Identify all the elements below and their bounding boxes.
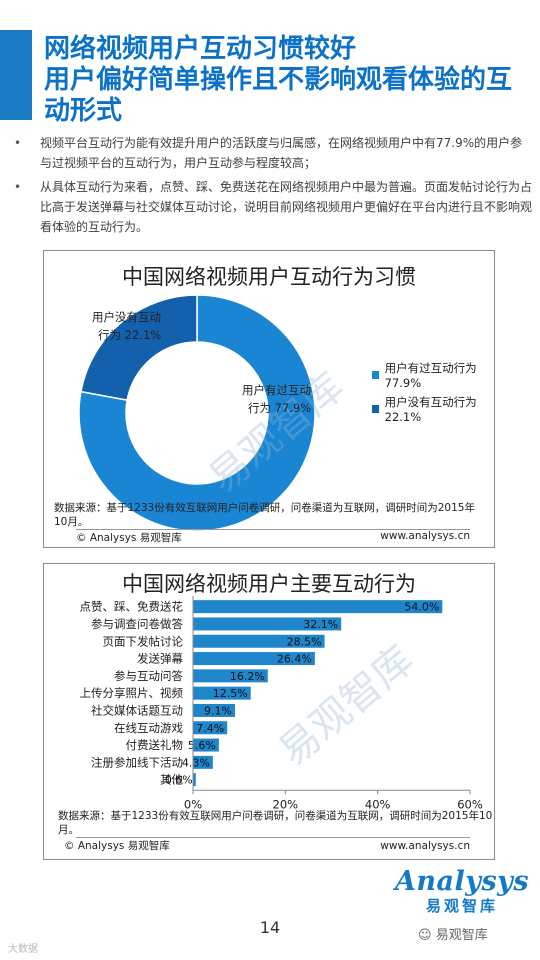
title-line-1: 网络视频用户互动习惯较好 (44, 34, 357, 64)
bar-7 (193, 721, 228, 735)
bar-3 (193, 652, 315, 666)
bar-chart-title: 中国网络视频用户主要互动行为 (122, 572, 416, 596)
bullet-list: • 视频平台互动行为能有效提升用户的活跃度与归属感，在网络视频用户中有77.9%… (10, 133, 532, 241)
bar-5 (193, 686, 251, 700)
title-section: 网络视频用户互动习惯较好 用户偏好简单操作且不影响观看体验的互动形式 (0, 0, 540, 130)
logo-english: Analysys (394, 866, 530, 897)
donut-source-note: 数据来源：基于1233份有效互联网用户问卷调研，问卷渠道为互联网，调研时间为20… (54, 502, 475, 528)
x-tick-label: 0% (184, 797, 202, 811)
bar-category-label: 其他 (160, 773, 183, 787)
legend-item: 用户没有互动行为 22.1% (372, 395, 494, 424)
donut-chart-title: 中国网络视频用户互动行为习惯 (122, 265, 416, 289)
bar-category-label: 参与互动问答 (114, 669, 183, 683)
footer-divider (76, 837, 470, 838)
bar-value-label: 28.5% (287, 635, 322, 648)
bar-value-label: 26.4% (277, 653, 312, 666)
slice-label-no-interaction: 用户没有互动 行为 22.1% (92, 310, 162, 342)
bar-4 (193, 669, 268, 683)
title-accent-bar (0, 30, 32, 120)
bar-value-label: 54.0% (404, 601, 439, 614)
wechat-icon: ☺ (418, 928, 432, 943)
legend-swatch-icon (372, 371, 379, 379)
bar-0 (193, 600, 443, 614)
footer-divider (76, 529, 470, 530)
bar-category-label: 发送弹幕 (137, 652, 183, 666)
bar-value-label: 5.6% (188, 739, 216, 752)
wechat-watermark: ☺ 易观智库 (418, 928, 488, 943)
bar-value-label: 9.1% (204, 704, 232, 717)
slice-label-interaction: 用户有过互动 行为 77.9% (242, 383, 312, 415)
bar-category-label: 在线互动游戏 (114, 721, 183, 735)
analysys-logo: Analysys 易观智库 (392, 866, 532, 916)
corner-watermark: 大数据 (8, 944, 38, 955)
bar-value-label: 4.3% (182, 756, 210, 769)
donut-website: www.analysys.cn (380, 530, 470, 542)
page-title: 网络视频用户互动习惯较好 用户偏好简单操作且不影响观看体验的互动形式 (44, 34, 534, 127)
bar-category-label: 参与调查问卷做答 (91, 617, 183, 631)
donut-copyright: © Analysys 易观智库 (76, 532, 182, 544)
bar-value-label: 7.4% (196, 722, 224, 735)
logo-chinese: 易观智库 (425, 897, 498, 915)
donut-chart-panel: 中国网络视频用户互动行为习惯 易观智库 用户没有互动 行为 22.1% 用户有过… (43, 250, 495, 548)
bar-category-label: 社交媒体话题互动 (91, 703, 183, 717)
bar-8 (193, 738, 219, 752)
bar-10 (193, 773, 196, 787)
title-line-2: 用户偏好简单操作且不影响观看体验的互动形式 (44, 65, 513, 126)
legend-item: 用户有过互动行为 77.9% (372, 361, 494, 390)
donut-slice-1 (80, 294, 198, 402)
bullet-dot-icon: • (14, 180, 22, 194)
page-number: 14 (259, 918, 281, 937)
bullet-item: • 视频平台互动行为能有效提升用户的活跃度与归属感，在网络视频用户中有77.9%… (10, 133, 532, 173)
bullet-text: 从具体互动行为来看，点赞、踩、免费送花在网络视频用户中最为普遍。页面发帖讨论行为… (40, 180, 533, 234)
bar-6 (193, 703, 236, 717)
donut-legend: 用户有过互动行为 77.9% 用户没有互动行为 22.1% (372, 361, 494, 435)
bar-1 (193, 617, 342, 631)
bar-website: www.analysys.cn (380, 840, 470, 852)
legend-swatch-icon (372, 405, 379, 413)
bar-2 (193, 634, 325, 648)
bar-value-label: 0.6% (165, 774, 193, 787)
x-tick-label: 60% (457, 797, 483, 811)
bar-copyright: © Analysys 易观智库 (64, 840, 170, 852)
bar-value-label: 12.5% (213, 687, 248, 700)
donut-slice-0 (78, 294, 316, 532)
bar-source-note: 数据来源：基于1233份有效互联网用户问卷调研，问卷渠道为互联网，调研时间为20… (58, 810, 493, 836)
bullet-dot-icon: • (14, 136, 22, 150)
bar-value-label: 32.1% (303, 618, 338, 631)
bullet-text: 视频平台互动行为能有效提升用户的活跃度与归属感，在网络视频用户中有77.9%的用… (40, 136, 523, 170)
bar-value-label: 16.2% (230, 670, 265, 683)
bar-chart: 点赞、踩、免费送花 54.0% 参与调查问卷做答 32.1% 页面下发帖讨论 28.5% 发… (80, 596, 483, 811)
bar-category-label: 注册参加线下活动 (91, 755, 183, 769)
x-tick-label: 40% (365, 797, 391, 811)
bar-category-label: 页面下发帖讨论 (103, 634, 184, 648)
bar-category-label: 付费送礼物 (126, 738, 184, 752)
bullet-item: • 从具体互动行为来看，点赞、踩、免费送花在网络视频用户中最为普遍。页面发帖讨论… (10, 177, 532, 237)
bar-category-label: 上传分享照片、视频 (80, 686, 184, 700)
x-tick-label: 20% (273, 797, 299, 811)
bar-chart-panel: 中国网络视频用户主要互动行为 点赞、踩、免费送花 54.0% 参与调查问卷做答 32.… (43, 563, 495, 860)
bar-category-label: 点赞、踩、免费送花 (80, 600, 184, 614)
donut-chart (78, 294, 316, 532)
bar-9 (193, 755, 213, 769)
